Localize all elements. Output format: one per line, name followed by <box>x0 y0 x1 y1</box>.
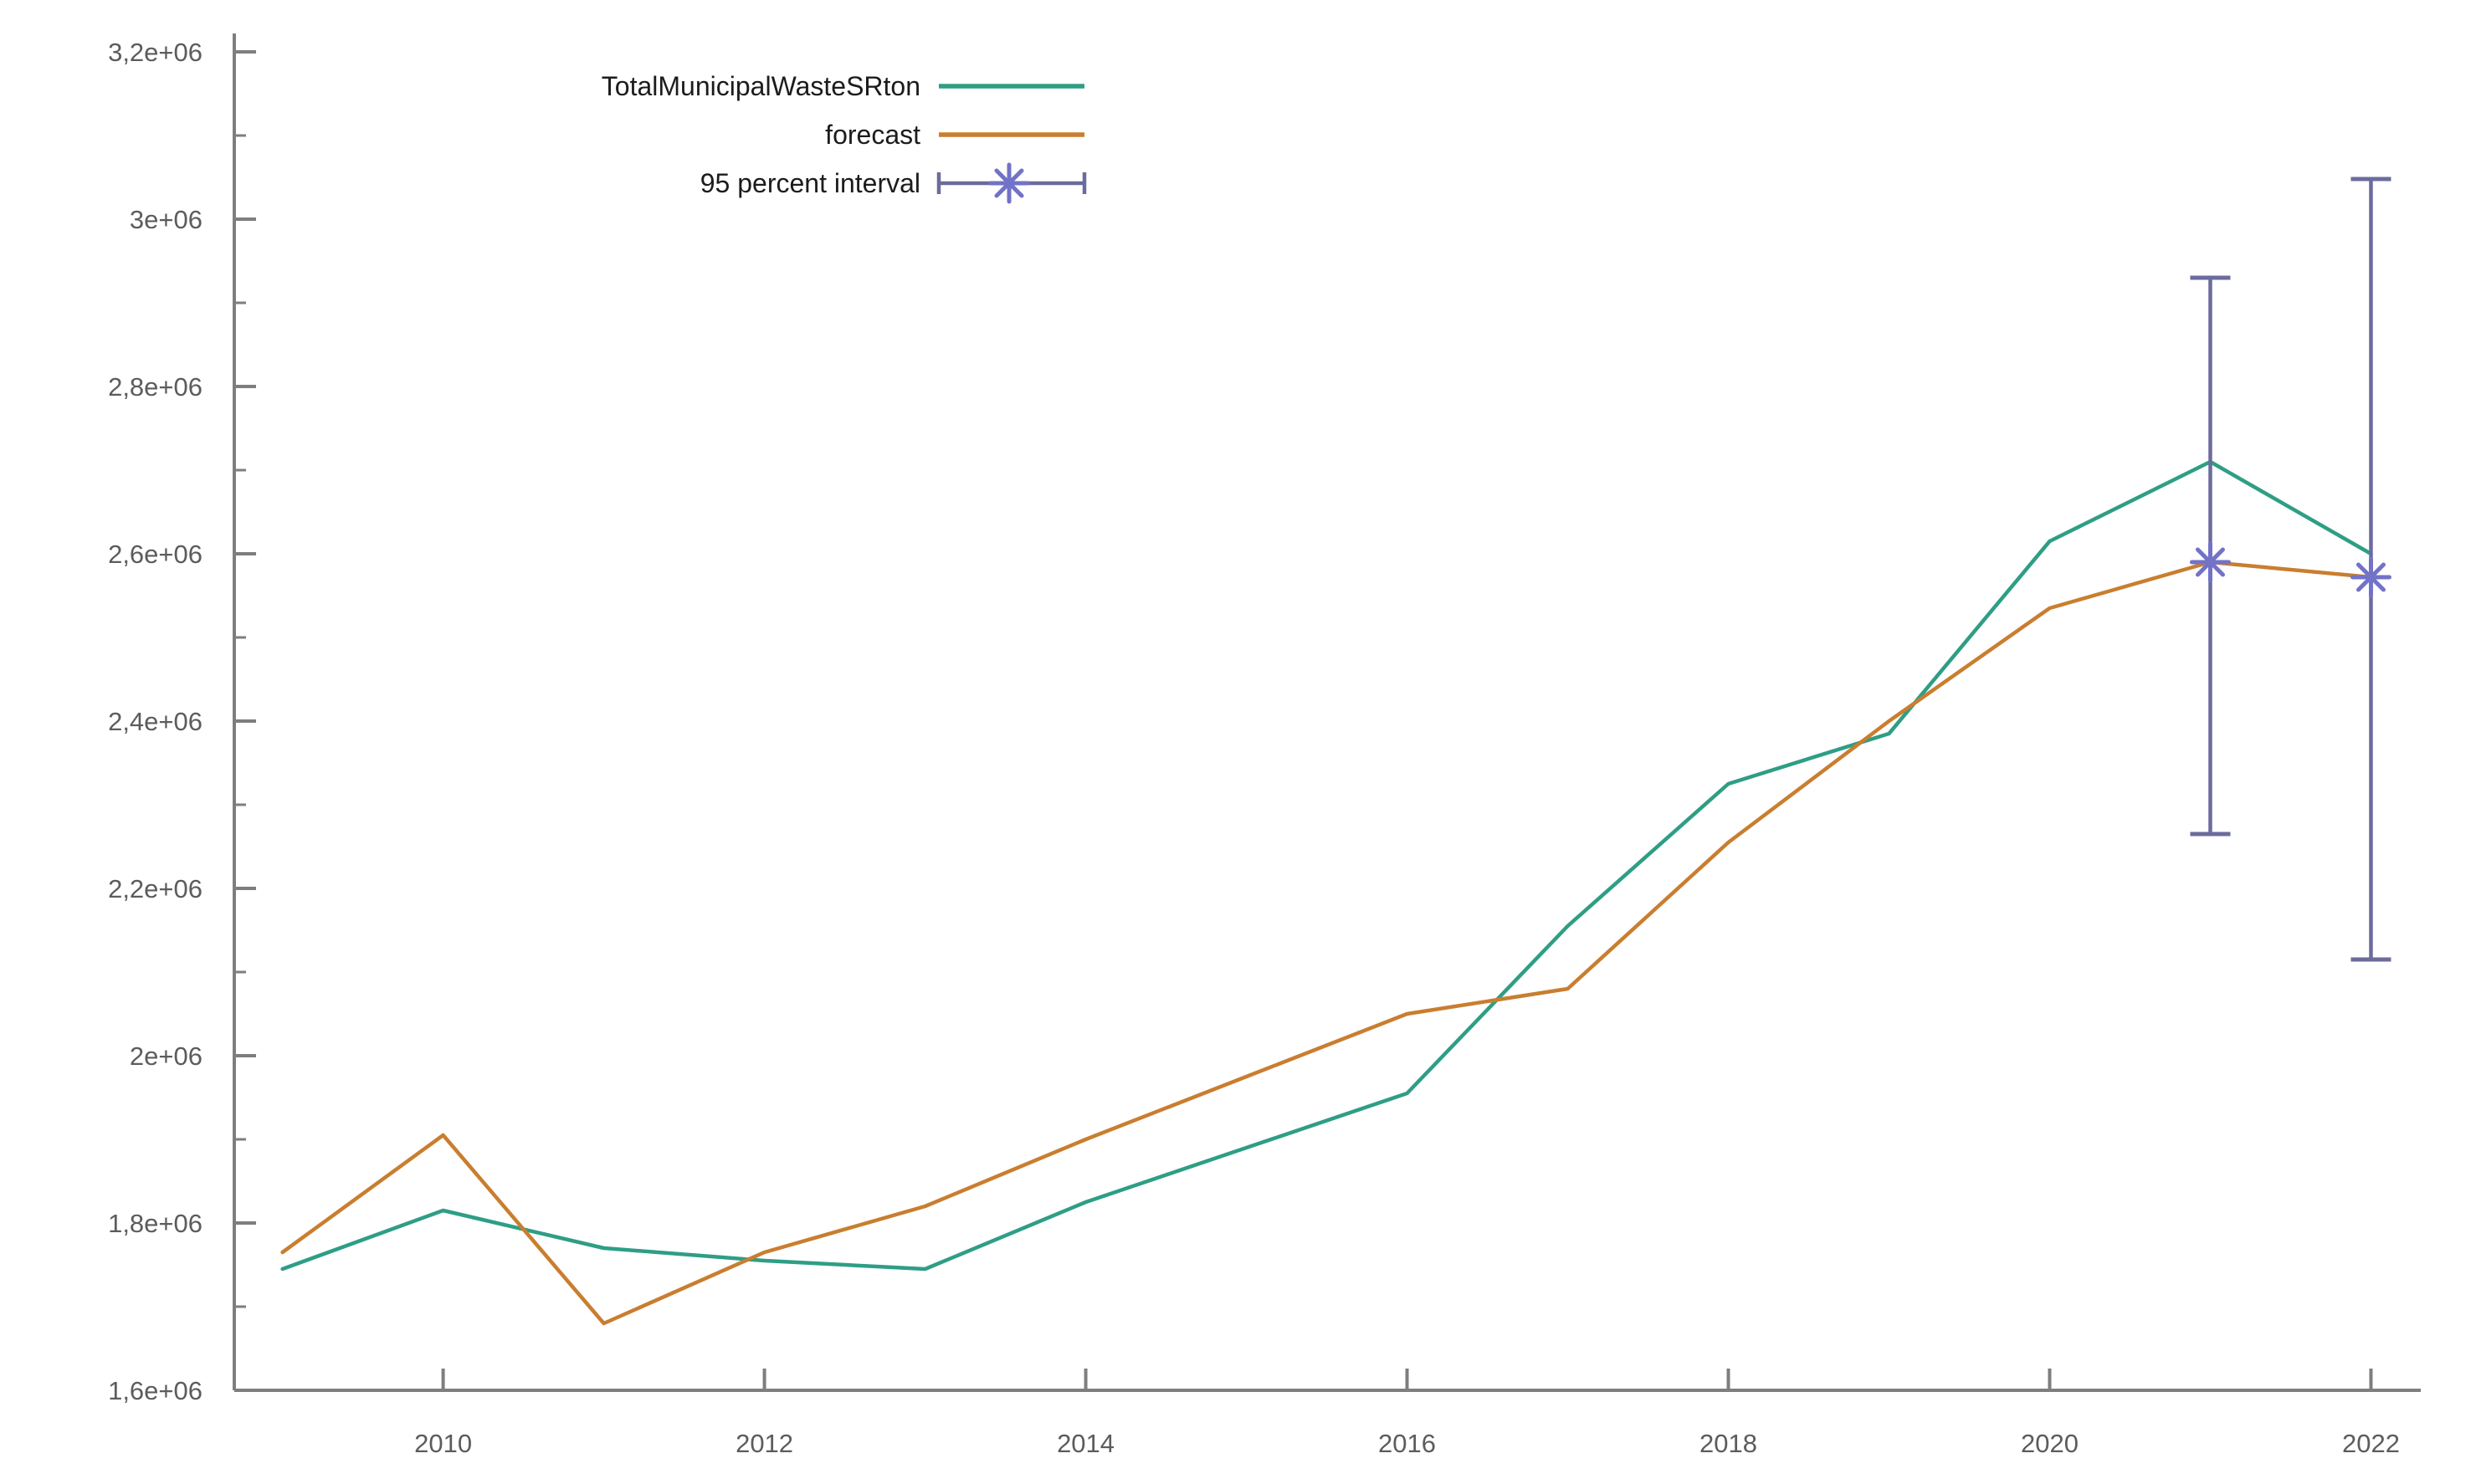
legend-label-2: forecast <box>825 120 920 150</box>
series-line-forecast <box>280 560 2373 1326</box>
asterisk-marker <box>2195 547 2225 577</box>
y-tick-label: 1,6e+06 <box>108 1376 202 1405</box>
x-tick-label: 2016 <box>1378 1429 1436 1458</box>
x-tick-label: 2020 <box>2021 1429 2079 1458</box>
asterisk-marker-legend <box>994 168 1024 198</box>
y-tick-label: 2,2e+06 <box>108 874 202 903</box>
legend-label-1: TotalMunicipalWasteSRton <box>602 71 920 101</box>
series-line-TotalMunicipalWasteSRton <box>280 459 2373 1272</box>
asterisk-marker <box>2355 562 2386 592</box>
x-tick-label: 2014 <box>1057 1429 1115 1458</box>
x-tick-label: 2010 <box>414 1429 472 1458</box>
x-tick-label: 2012 <box>736 1429 793 1458</box>
y-tick-label: 2,8e+06 <box>108 372 202 402</box>
x-tick-label: 2018 <box>1699 1429 1757 1458</box>
y-tick-label: 3,2e+06 <box>108 38 202 67</box>
y-tick-label: 2,4e+06 <box>108 707 202 736</box>
y-tick-label: 3e+06 <box>130 205 202 234</box>
x-tick-label: 2022 <box>2342 1429 2400 1458</box>
legend-label-3: 95 percent interval <box>700 168 920 198</box>
y-tick-label: 1,8e+06 <box>108 1209 202 1238</box>
y-tick-label: 2e+06 <box>130 1041 202 1071</box>
y-tick-label: 2,6e+06 <box>108 540 202 569</box>
